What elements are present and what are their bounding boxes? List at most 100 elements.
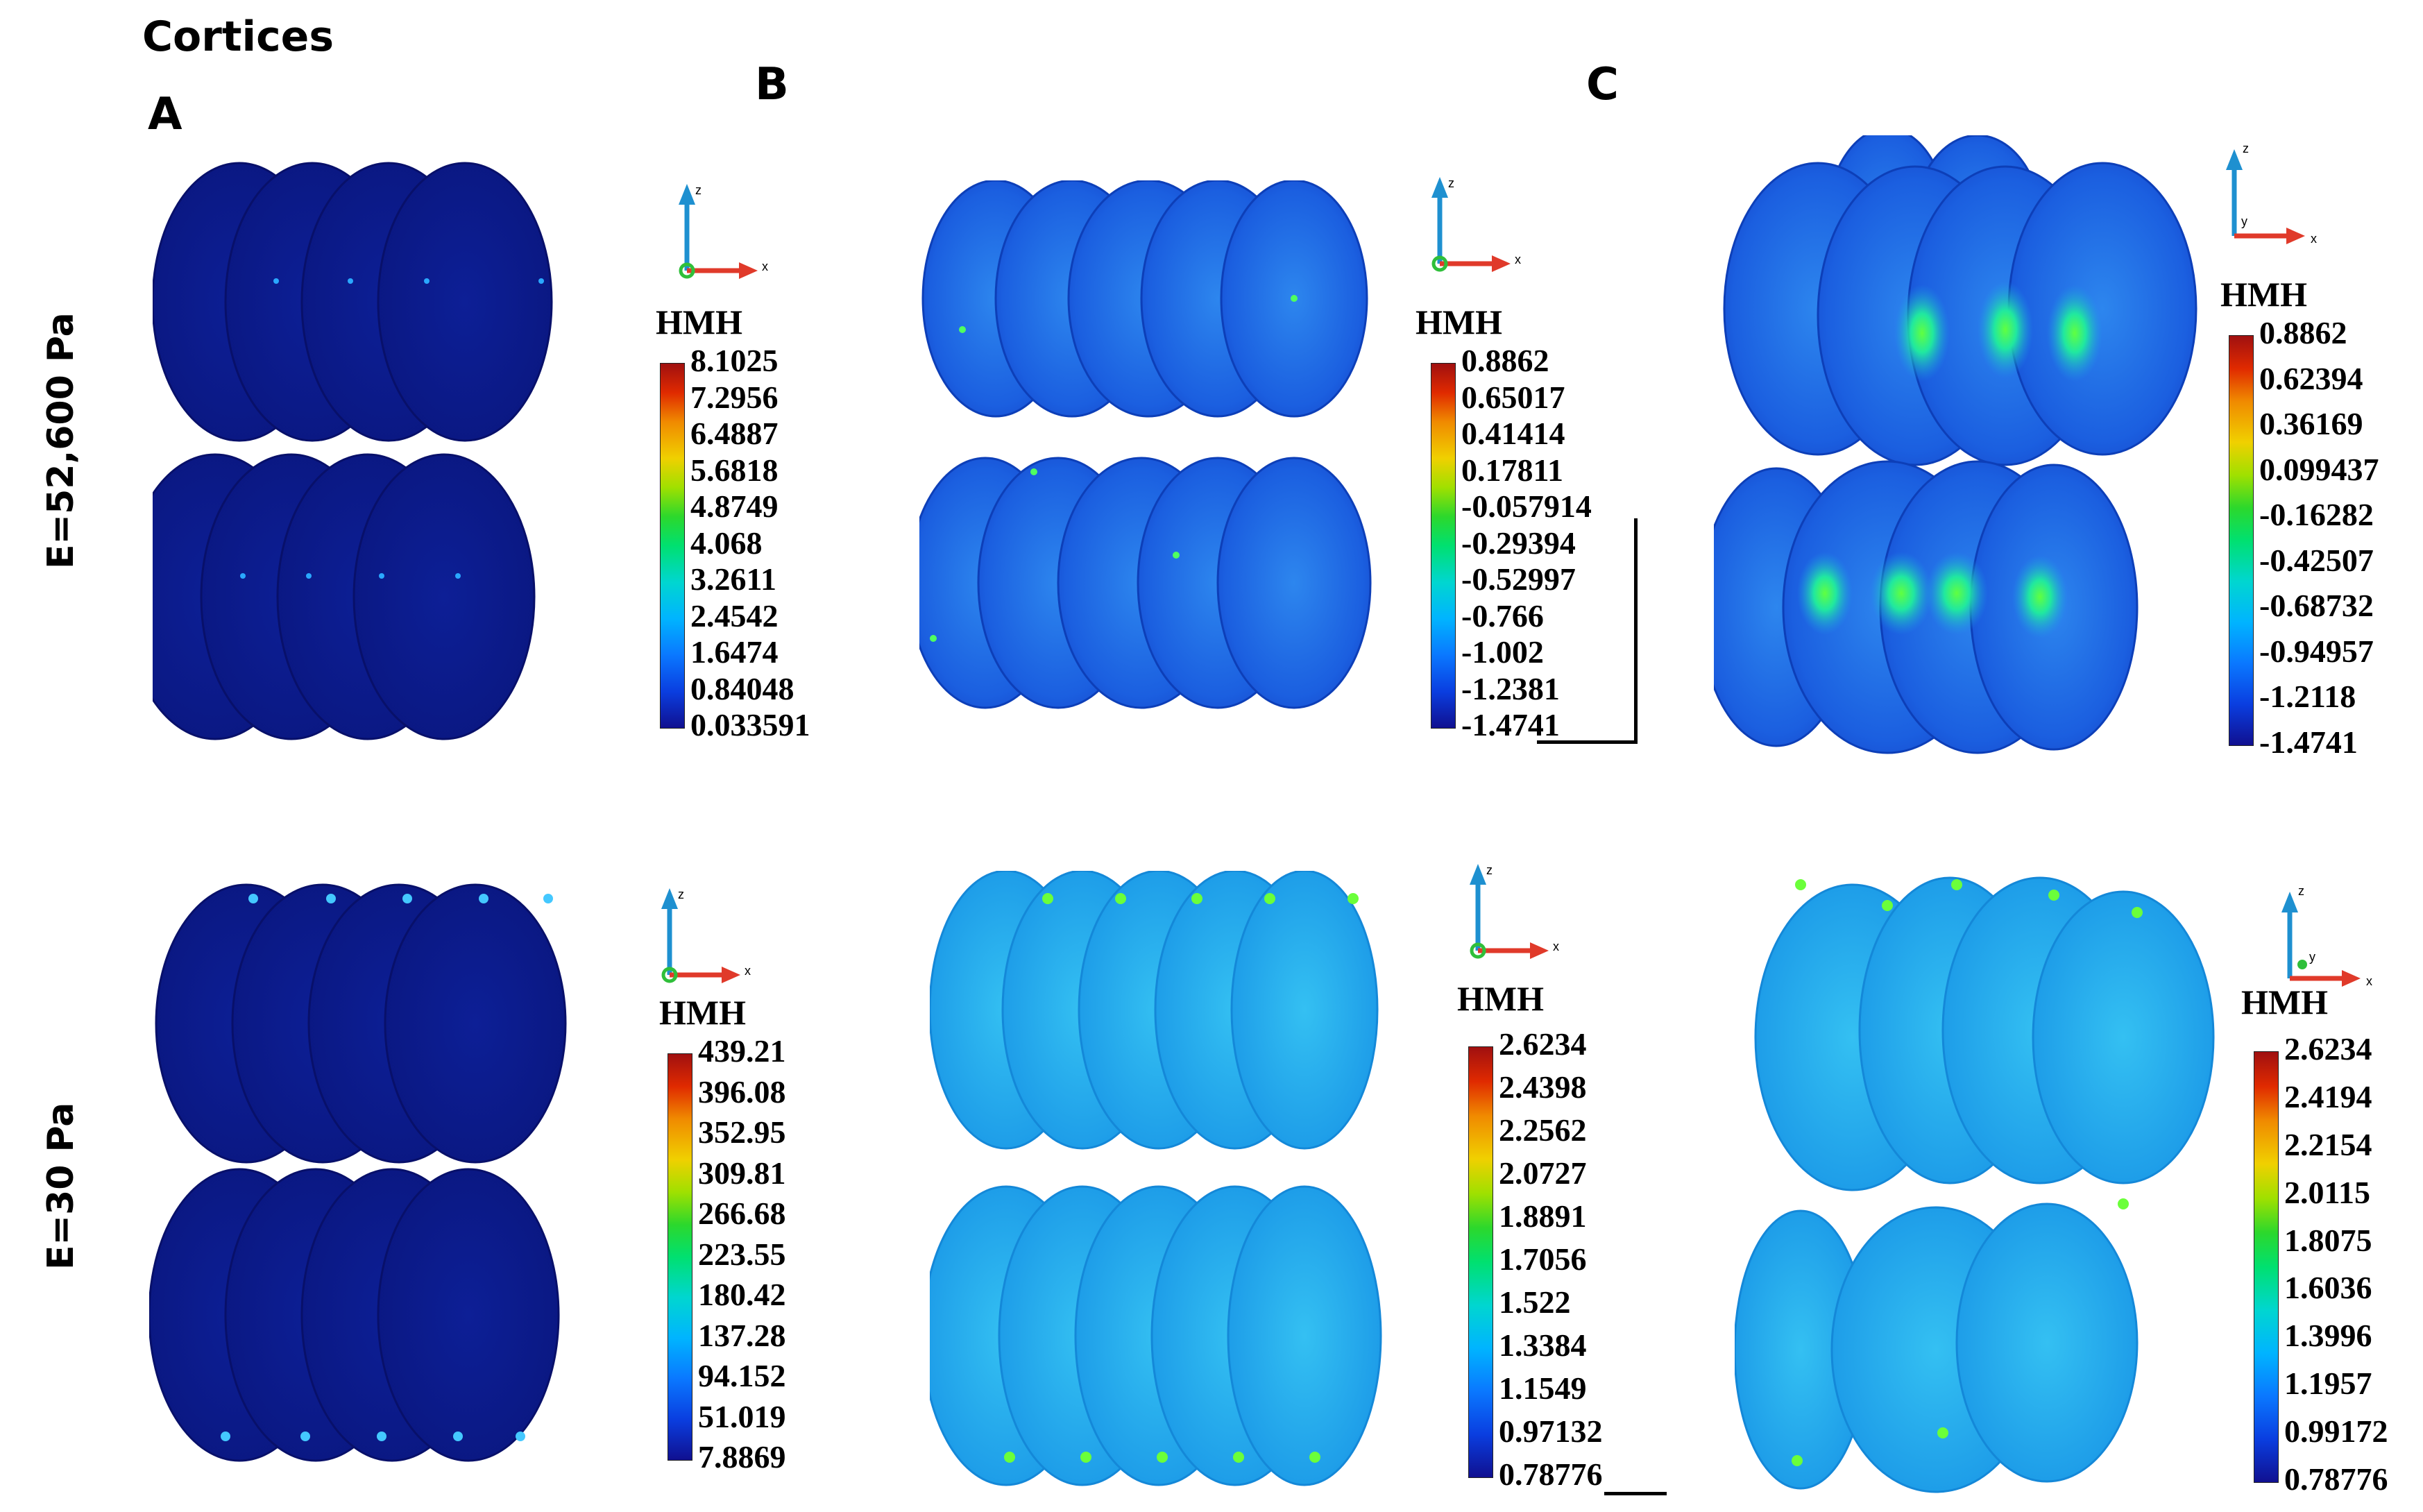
row-label-bottom: E=30 Pa [40, 1102, 82, 1270]
panel-label-c: C [1586, 59, 1619, 110]
legend-value: -0.42507 [2259, 542, 2374, 578]
axis-triad-bottom-c: z y x [2281, 884, 2372, 988]
legend-top-b: HMH 0.8862 0.65017 0.41414 0.17811 -0.057914… [1415, 302, 1679, 801]
legend-value: 0.41414 [1461, 416, 1565, 451]
legend-value: 137.28 [698, 1317, 786, 1353]
legend-value: 0.8862 [2259, 315, 2347, 350]
legend-title: HMH [2220, 275, 2307, 314]
legend-value: 1.7056 [1499, 1241, 1587, 1277]
legend-value: 266.68 [698, 1196, 786, 1231]
legend-value: 180.42 [698, 1277, 786, 1312]
legend-value: 0.65017 [1461, 379, 1565, 415]
color-scale-bar [660, 363, 685, 729]
legend-value: 6.4887 [690, 416, 779, 451]
legend-value: 51.019 [698, 1398, 786, 1434]
legend-value: 0.97132 [1499, 1413, 1603, 1449]
legend-value: 7.2956 [690, 379, 779, 415]
axis-triad-bottom-b: z x [1470, 863, 1559, 959]
legend-value: 2.6234 [1499, 1026, 1587, 1062]
legend-value: 2.4542 [690, 597, 779, 634]
legend-value: 1.1957 [2284, 1366, 2372, 1402]
legend-value: 3.2611 [690, 561, 776, 597]
legend-value: 1.3384 [1499, 1327, 1587, 1363]
panel-label-b: B [755, 59, 789, 110]
panel-label-a: A [148, 89, 182, 140]
legend-value: 0.8862 [1461, 343, 1549, 378]
color-scale-bar [2229, 335, 2254, 746]
axis-x-label: x [2366, 974, 2372, 988]
legend-value: 223.55 [698, 1236, 786, 1272]
simulation-top-a [153, 162, 553, 740]
legend-top-c: HMH 0.8862 0.62394 0.36169 0.099437 -0.16282… [2220, 274, 2422, 774]
color-scale-bar [668, 1053, 692, 1461]
axis-z-label: z [695, 183, 702, 197]
axis-triad-bottom-a: z x [661, 887, 751, 983]
axis-triad-top-c: z y x [2226, 142, 2317, 246]
legend-bottom-c: HMH 2.6234 2.4194 2.2154 2.0115 1.8075 1.6036… [2241, 982, 2423, 1495]
legend-value: 0.84048 [690, 670, 794, 706]
axis-z-label: z [1448, 176, 1454, 190]
bracket-line [1634, 518, 1638, 744]
legend-title: HMH [2241, 983, 2328, 1021]
legend-value: -0.29394 [1461, 525, 1576, 561]
legend-value: 352.95 [698, 1114, 786, 1150]
axis-z-label: z [1486, 863, 1493, 877]
legend-title: HMH [656, 303, 742, 341]
legend-value: 2.4194 [2284, 1078, 2372, 1114]
legend-value: -0.94957 [2259, 633, 2374, 669]
color-scale-bar [1468, 1046, 1493, 1478]
legend-value: -1.2118 [2259, 679, 2356, 715]
axis-triad-top-b: z x [1431, 176, 1521, 272]
legend-value: 4.068 [690, 525, 763, 561]
legend-value: 1.6474 [690, 634, 779, 670]
legend-value: -1.4741 [1461, 707, 1560, 742]
axis-z-label: z [2298, 884, 2304, 898]
bracket-line [1604, 1492, 1667, 1495]
legend-value: 7.8869 [698, 1439, 786, 1475]
legend-value: 2.2562 [1499, 1112, 1587, 1148]
legend-value: 5.6818 [690, 452, 779, 488]
legend-value: -0.16282 [2259, 497, 2374, 533]
legend-value: 396.08 [698, 1073, 786, 1110]
legend-value: -1.4741 [2259, 724, 2358, 760]
axis-x-label: x [1553, 940, 1559, 953]
axis-y-label: y [2309, 950, 2315, 964]
axis-y-label: y [2241, 214, 2247, 228]
axis-x-label: x [1515, 253, 1521, 266]
legend-value: 1.522 [1499, 1284, 1571, 1320]
legend-value: -0.766 [1461, 597, 1544, 634]
figure-title: Cortices [142, 12, 334, 61]
legend-bottom-b: HMH 2.6234 2.4398 2.2562 2.0727 1.8891 1.7056… [1457, 978, 1686, 1506]
simulation-bottom-b [930, 871, 1382, 1486]
axis-x-label: x [2311, 232, 2317, 246]
legend-title: HMH [1415, 303, 1502, 341]
simulation-bottom-a [149, 883, 567, 1462]
axis-x-label: x [745, 964, 751, 978]
legend-value: -0.68732 [2259, 588, 2374, 624]
legend-value: 0.099437 [2259, 451, 2379, 487]
bracket-line [1537, 740, 1638, 744]
legend-bottom-a: HMH 439.21 396.08 352.95 309.81 266.68 223.55… [659, 992, 895, 1492]
legend-value: 2.6234 [2284, 1031, 2372, 1067]
legend-top-a: HMH 8.1025 7.2956 6.4887 5.6818 4.8749 4.068 3… [656, 302, 906, 788]
legend-value: 0.78776 [1499, 1456, 1603, 1492]
legend-value: -0.057914 [1461, 489, 1592, 524]
legend-value: -1.002 [1461, 634, 1544, 670]
legend-value: 1.3996 [2284, 1318, 2372, 1354]
legend-value: 0.99172 [2284, 1413, 2388, 1450]
simulation-top-b [919, 180, 1372, 709]
legend-value: 94.152 [698, 1358, 786, 1393]
axis-triad-top-a: z x [679, 183, 768, 279]
legend-value: 0.78776 [2284, 1461, 2388, 1497]
legend-value: -1.2381 [1461, 670, 1560, 706]
legend-value: 4.8749 [690, 489, 779, 524]
legend-value: 2.0115 [2284, 1174, 2370, 1210]
legend-title: HMH [1457, 979, 1544, 1018]
color-scale-bar [1431, 363, 1456, 729]
legend-value: 0.62394 [2259, 360, 2363, 396]
legend-value: 439.21 [698, 1033, 786, 1069]
simulation-bottom-c [1735, 876, 2215, 1493]
legend-value: 1.6036 [2284, 1270, 2372, 1306]
legend-value: 8.1025 [690, 343, 779, 378]
legend-value: 1.8075 [2284, 1222, 2372, 1258]
